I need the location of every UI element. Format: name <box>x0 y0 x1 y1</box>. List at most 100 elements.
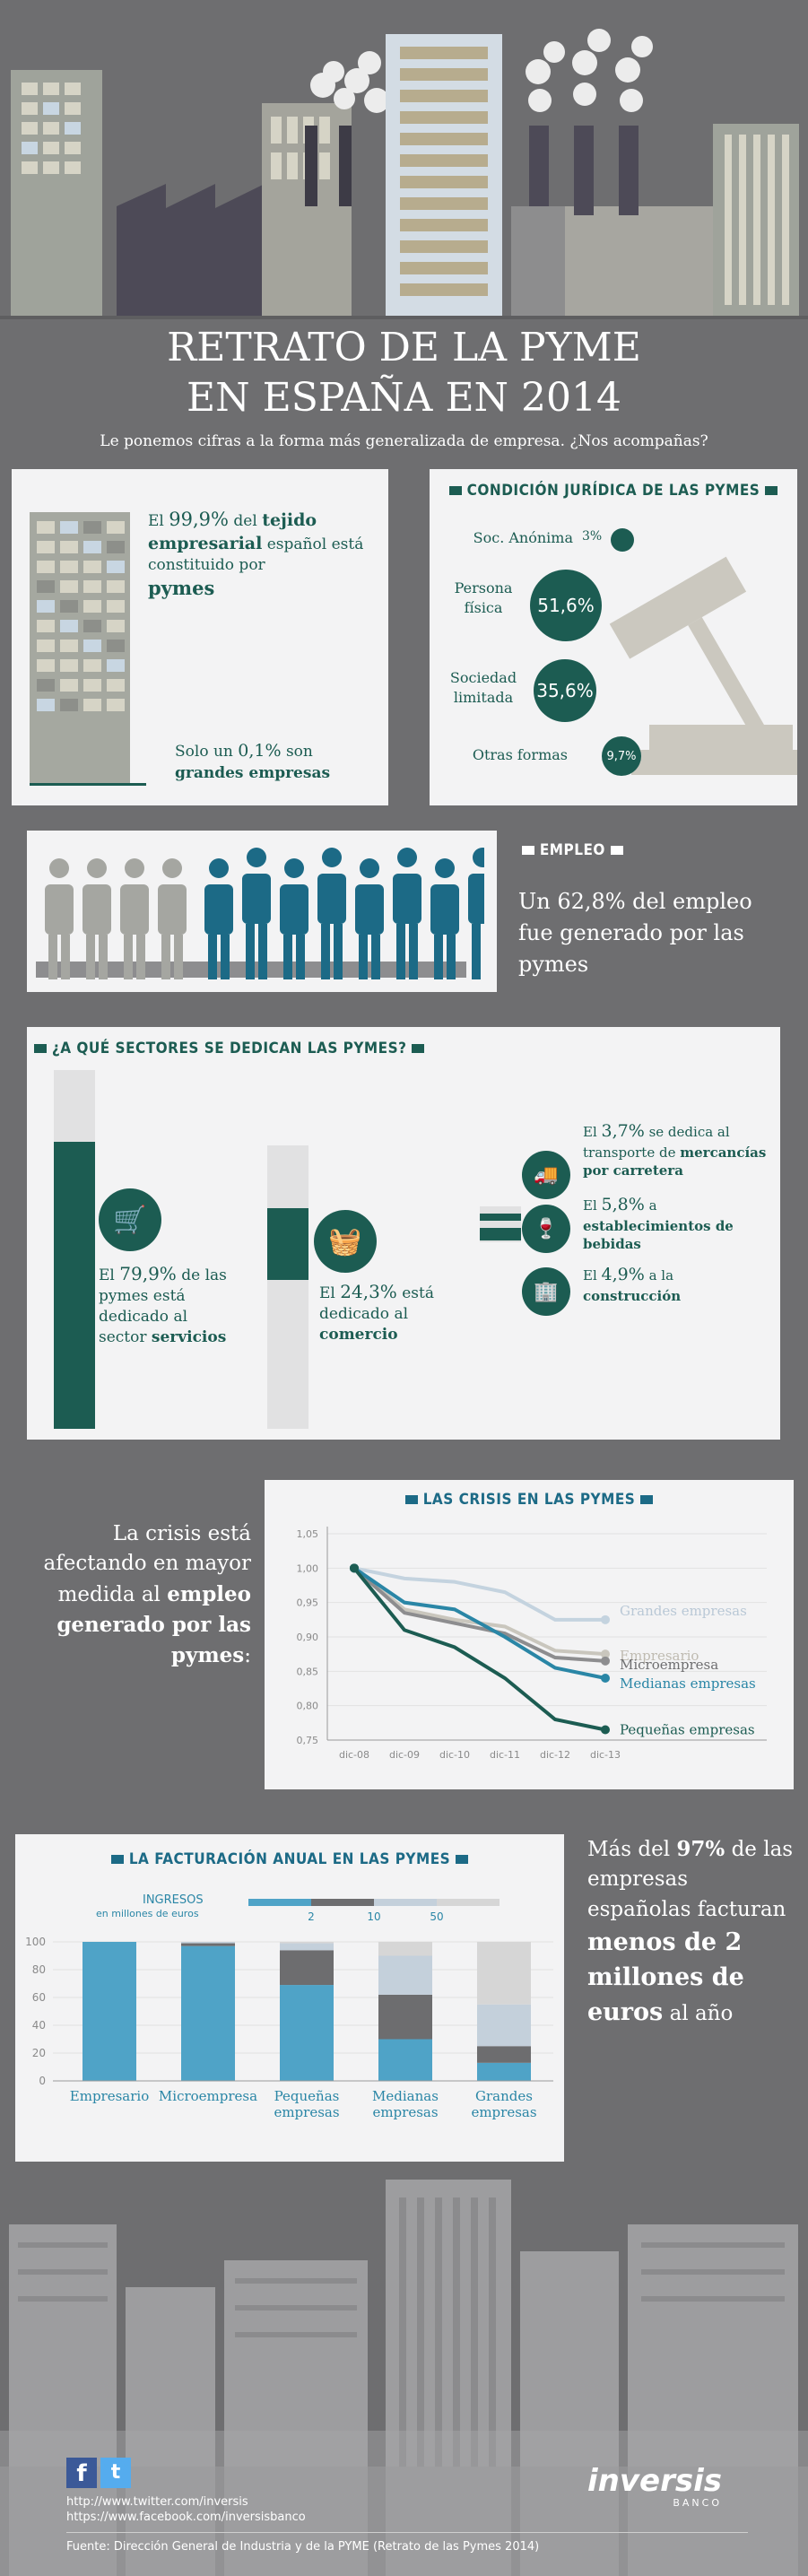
building-window <box>37 561 55 573</box>
facturacion-chart-title-tag-left <box>110 1855 124 1864</box>
bar-segment <box>280 1985 334 2081</box>
x-tick-label: dic-08 <box>339 1749 369 1761</box>
facturacion-text-p1: Más del <box>587 1838 671 1861</box>
comercio-percent: 24,3% <box>340 1281 397 1302</box>
building-window <box>83 640 101 652</box>
crisis-chart-title: LAS CRISIS EN LAS PYMES <box>265 1491 794 1509</box>
series-point <box>601 1674 610 1683</box>
series-line <box>352 1566 606 1680</box>
building-window <box>107 699 125 711</box>
worker-pyme-icon <box>242 848 271 979</box>
transporte-bold: mercancías por carretera <box>583 1144 767 1179</box>
tejido-small-p1: Solo un <box>175 743 233 761</box>
building-window <box>107 640 125 652</box>
building-window <box>37 659 55 672</box>
facturacion-legend: 2 10 50 <box>248 1899 500 1923</box>
twitter-link[interactable]: http://www.twitter.com/inversis <box>66 2495 248 2509</box>
panel-tejido: El 99,9% del tejido empresarial español … <box>12 469 388 805</box>
facturacion-chart-title-text: LA FACTURACIÓN ANUAL EN LAS PYMES <box>128 1850 451 1868</box>
category-label: empresas <box>274 2104 339 2120</box>
sector-bar-comercio-fill <box>267 1208 308 1280</box>
crisis-chart-title-tag-left <box>404 1495 418 1504</box>
building-window <box>107 521 125 534</box>
building-window <box>37 699 55 711</box>
x-tick-label: dic-09 <box>389 1749 420 1761</box>
y-tick-label: 1,05 <box>297 1528 319 1540</box>
worker-pyme-icon <box>204 858 233 979</box>
category-label: empresas <box>471 2104 536 2120</box>
building-window <box>107 679 125 692</box>
category-label: Grandes <box>475 2088 533 2104</box>
juridica-title-tag-left <box>448 486 462 495</box>
facturacion-bar-chart: 100 80 60 40 20 0 Empresario Microempresa Pequeñ… <box>25 1936 553 2120</box>
sectores-title-text: ¿A QUÉ SECTORES SE DEDICAN LAS PYMES? <box>51 1040 407 1057</box>
juridica-value-fisica: 51,6% <box>537 595 595 616</box>
bar-segment <box>477 2004 531 2047</box>
building-window <box>60 640 78 652</box>
juridica-label-sa: Soc. Anónima <box>473 529 573 546</box>
tejido-text-p1: El <box>148 512 164 530</box>
empleo-title-tag-right <box>610 846 623 855</box>
brand-logo: inversis BANCO <box>587 2465 722 2509</box>
crisis-line-chart: 1,05 1,00 0,95 0,90 0,85 0,80 0,75 dic-08 dic-09… <box>297 1527 767 1761</box>
bar-segment <box>83 1942 136 2081</box>
worker-other-icon <box>120 858 149 979</box>
tejido-small-bold: grandes empresas <box>175 763 331 782</box>
workers-illustration <box>36 848 484 979</box>
servicios-p1: El <box>99 1266 115 1284</box>
panel-crisis-chart: LAS CRISIS EN LAS PYMES 1,05 1,00 0,95 0,90… <box>265 1480 794 1789</box>
facturacion-percent: 97% <box>676 1837 725 1861</box>
y-tick-label: 0,80 <box>297 1701 319 1712</box>
juridica-value-otras: 9,7% <box>606 749 637 763</box>
tejido-text-p2: del <box>233 512 257 530</box>
tejido-text-p3: español está constituido por <box>148 535 364 575</box>
worker-pyme-icon <box>393 848 421 979</box>
series-line <box>352 1566 606 1663</box>
empleo-title: EMPLEO <box>522 841 623 859</box>
sector-bar-comercio-bg <box>267 1145 308 1429</box>
servicios-p2: de las pymes está dedicado al sector <box>99 1266 227 1346</box>
series-label: Medianas empresas <box>620 1675 756 1692</box>
transporte-p1: El <box>583 1124 597 1140</box>
comercio-bold: comercio <box>319 1325 398 1344</box>
building-window <box>107 659 125 672</box>
building-window <box>37 640 55 652</box>
bar-segment <box>378 2039 432 2081</box>
building-window <box>37 521 55 534</box>
y-tick-label: 0,95 <box>297 1597 319 1609</box>
empleo-title-tag-left <box>522 846 534 855</box>
series-label: Empresario <box>620 1648 699 1664</box>
building-window <box>37 679 55 692</box>
bottle-glass-icon: 🍷 <box>522 1205 570 1253</box>
crisis-chart-title-tag-right <box>640 1495 654 1504</box>
facturacion-chart-title: LA FACTURACIÓN ANUAL EN LAS PYMES <box>15 1850 564 1868</box>
bar-segment <box>181 1942 235 1944</box>
sector-bar-servicios-fill <box>54 1142 95 1429</box>
juridica-label-otras: Otras formas <box>472 746 568 763</box>
panel-sectores: ¿A QUÉ SECTORES SE DEDICAN LAS PYMES? 🛒 … <box>27 1027 780 1440</box>
building-window <box>83 620 101 632</box>
juridica-title-tag-right <box>765 486 778 495</box>
building-window <box>60 521 78 534</box>
basket-icon: 🧺 <box>314 1210 377 1273</box>
bar-segment <box>280 1942 334 1944</box>
transporte-p2: se dedica al transporte de <box>583 1124 730 1161</box>
facebook-icon[interactable]: f <box>66 2458 97 2488</box>
category-label: Empresario <box>70 2088 149 2104</box>
facebook-link[interactable]: https://www.facebook.com/inversisbanco <box>66 2511 306 2524</box>
crisis-text-bold: empleo generado por las pymes <box>56 1581 251 1668</box>
panel-juridica: CONDICIÓN JURÍDICA DE LAS PYMES Soc. Anó… <box>430 469 797 805</box>
facturacion-text: Más del 97% de las empresas españolas fa… <box>587 1834 794 2030</box>
page-title: RETRATO DE LA PYME EN ESPAÑA EN 2014 <box>0 323 808 423</box>
twitter-icon[interactable]: t <box>100 2458 131 2488</box>
bar-segment <box>181 1943 235 1946</box>
tejido-small-text: Solo un 0,1% son grandes empresas <box>175 740 381 784</box>
servicios-percent: 79,9% <box>119 1263 177 1284</box>
juridica-label-fisica: Persona física <box>454 579 513 616</box>
bebidas-p2: a <box>648 1197 657 1214</box>
worker-other-icon <box>83 858 111 979</box>
building-window <box>83 659 101 672</box>
series-line <box>352 1567 606 1732</box>
tejido-small-percent: 0,1% <box>238 741 282 761</box>
bar-segment <box>181 1945 235 2081</box>
